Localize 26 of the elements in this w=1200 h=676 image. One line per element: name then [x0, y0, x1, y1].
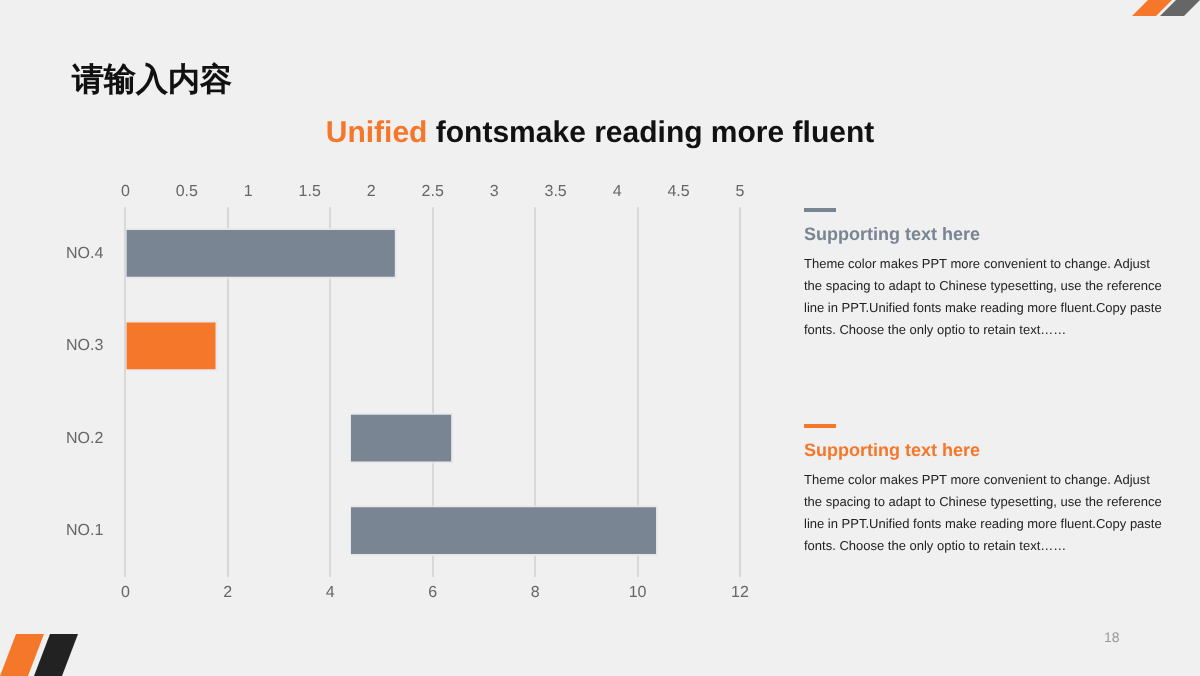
x2-tick-label: 1.5 [298, 182, 322, 201]
y-tick-label: NO.2 [66, 428, 105, 447]
x-tick-label: 8 [530, 582, 541, 601]
text: Supporting text here [804, 440, 983, 460]
x2-tick-label: 4.5 [667, 182, 691, 201]
text: Supporting text here [804, 224, 983, 244]
x2-tick-label: 3.5 [544, 182, 568, 201]
x2-tick-label: 0 [120, 182, 131, 201]
x2-tick-label: 4 [612, 182, 623, 201]
x2-tick-label: 5 [735, 182, 746, 201]
x2-tick-label: 2.5 [421, 182, 445, 201]
y-tick-label: NO.3 [66, 336, 105, 355]
x-tick-label: 10 [628, 582, 648, 601]
x-tick-label: 6 [428, 582, 439, 601]
chart-title: 请输入内容 [72, 60, 232, 102]
y-tick-label: NO.1 [66, 521, 105, 540]
x2-tick-label: 2 [366, 182, 377, 201]
x-tick-label: 4 [325, 582, 336, 601]
x2-tick-label: 0.5 [175, 182, 200, 201]
x-tick-label: 2 [223, 582, 234, 601]
chart-subtitle: Unified fontsmake reading more fluent [323, 116, 877, 150]
x-tick-label: 0 [120, 582, 131, 601]
x-tick-label: 12 [731, 582, 750, 601]
x2-tick-label: 1 [243, 182, 254, 201]
y-tick-label: NO.4 [66, 243, 105, 262]
x2-tick-label: 3 [489, 182, 500, 201]
